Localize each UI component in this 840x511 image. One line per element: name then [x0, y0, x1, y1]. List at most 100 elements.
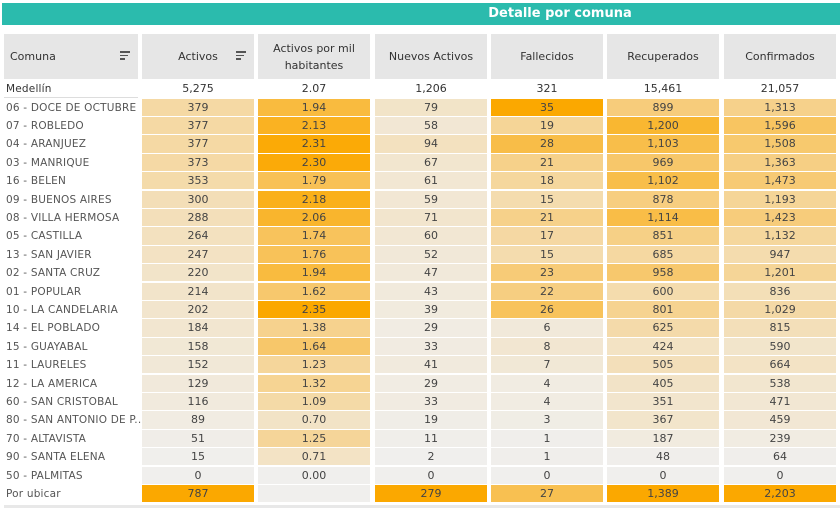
table-row[interactable]: 03 - MANRIQUE 373 2.30 67 21 969 1,363 — [0, 153, 840, 172]
heat-cell: 52 — [375, 245, 487, 264]
table-row[interactable]: 12 - LA AMERICA 129 1.32 29 4 405 538 — [0, 374, 840, 393]
heat-cell: 300 — [142, 190, 254, 208]
column-header-label: Activos por mil habitantes — [273, 41, 355, 72]
heat-cell: 351 — [607, 392, 719, 411]
table-row[interactable]: 13 - SAN JAVIER 247 1.76 52 15 685 947 — [0, 245, 840, 264]
table-row[interactable]: 07 - ROBLEDO 377 2.13 58 19 1,200 1,596 — [0, 116, 840, 135]
table-row[interactable]: 09 - BUENOS AIRES 300 2.18 59 15 878 1,193 — [0, 190, 840, 209]
heat-cell: 116 — [142, 392, 254, 411]
heat-cell: 220 — [142, 264, 254, 282]
table-row[interactable]: 15 - GUAYABAL 158 1.64 33 8 424 590 — [0, 337, 840, 356]
scrollbar[interactable] — [4, 505, 840, 508]
total-cell: 15,461 — [643, 82, 683, 95]
sort-icon[interactable] — [120, 51, 130, 61]
heat-cell: 35 — [491, 98, 603, 116]
heat-cell: 60 — [375, 227, 487, 245]
heat-cell: 15 — [491, 245, 603, 264]
heat-cell: 19 — [375, 411, 487, 429]
heat-cell: 538 — [724, 374, 836, 392]
heat-cell: 4 — [491, 392, 603, 411]
heat-cell: 1 — [491, 448, 603, 466]
heat-cell: 89 — [142, 411, 254, 429]
heat-cell: 2.30 — [258, 153, 370, 172]
heat-cell: 685 — [607, 245, 719, 264]
table-row[interactable]: 10 - LA CANDELARIA 202 2.35 39 26 801 1,029 — [0, 300, 840, 319]
table-row[interactable]: 02 - SANTA CRUZ 220 1.94 47 23 958 1,201 — [0, 264, 840, 282]
column-header-confirmados[interactable]: Confirmados — [724, 34, 836, 79]
table-row[interactable]: 50 - PALMITAS 0 0.00 0 0 0 0 — [0, 466, 840, 485]
heat-cell: 18 — [491, 172, 603, 190]
heat-cell: 1,596 — [724, 116, 836, 135]
heat-cell: 367 — [607, 411, 719, 429]
row-name: 01 - POPULAR — [6, 285, 82, 298]
table-row[interactable]: 11 - LAURELES 152 1.23 41 7 505 664 — [0, 356, 840, 374]
total-cell: 321 — [536, 82, 558, 95]
sort-icon[interactable] — [236, 51, 246, 61]
heat-cell: 288 — [142, 208, 254, 227]
table-row[interactable]: Por ubicar 787 279 27 1,389 2,203 — [0, 484, 840, 503]
table-row[interactable]: 16 - BELEN 353 1.79 61 18 1,102 1,473 — [0, 172, 840, 190]
table-row[interactable]: 05 - CASTILLA 264 1.74 60 17 851 1,132 — [0, 227, 840, 245]
table-row[interactable]: 90 - SANTA ELENA 15 0.71 2 1 48 64 — [0, 448, 840, 466]
table-row[interactable]: 01 - POPULAR 214 1.62 43 22 600 836 — [0, 282, 840, 301]
heat-cell: 1.94 — [258, 98, 370, 116]
heat-cell: 1,363 — [724, 153, 836, 172]
column-header-activos-por-mil-habitantes[interactable]: Activos por mil habitantes — [258, 34, 370, 79]
column-header-label: Confirmados — [745, 50, 815, 63]
row-name: 08 - VILLA HERMOSA — [6, 211, 120, 224]
row-name: 04 - ARANJUEZ — [6, 138, 87, 151]
heat-cell: 51 — [142, 429, 254, 448]
table-row[interactable]: 70 - ALTAVISTA 51 1.25 11 1 187 239 — [0, 429, 840, 448]
heat-cell: 33 — [375, 392, 487, 411]
column-header-activos[interactable]: Activos — [142, 34, 254, 79]
heat-cell: 958 — [607, 264, 719, 282]
heat-cell: 377 — [142, 135, 254, 153]
heat-cell: 1.62 — [258, 282, 370, 300]
column-header-comuna[interactable]: Comuna — [4, 34, 138, 79]
heat-cell: 58 — [375, 116, 487, 135]
heat-cell: 947 — [724, 245, 836, 264]
table-row[interactable]: 80 - SAN ANTONIO DE P.. 89 0.70 19 3 367 459 — [0, 411, 840, 429]
row-name: Medellín — [6, 83, 52, 95]
column-header-nuevos-activos[interactable]: Nuevos Activos — [375, 34, 487, 79]
heat-cell: 29 — [375, 319, 487, 337]
heat-cell: 71 — [375, 208, 487, 227]
column-header-recuperados[interactable]: Recuperados — [607, 34, 719, 79]
table-row[interactable]: 08 - VILLA HERMOSA 288 2.06 71 21 1,114 1,423 — [0, 208, 840, 227]
column-header-fallecidos[interactable]: Fallecidos — [491, 34, 603, 79]
column-header-label: Nuevos Activos — [388, 50, 474, 63]
heat-cell: 67 — [375, 153, 487, 172]
heat-cell: 1,029 — [724, 300, 836, 319]
heat-cell: 187 — [607, 429, 719, 448]
heat-cell: 8 — [491, 337, 603, 356]
heat-cell: 3 — [491, 411, 603, 429]
heat-cell: 1.23 — [258, 356, 370, 374]
heat-cell: 1 — [491, 429, 603, 448]
table-row[interactable]: 14 - EL POBLADO 184 1.38 29 6 625 815 — [0, 319, 840, 337]
heat-cell: 64 — [724, 448, 836, 466]
heat-cell: 2.13 — [258, 116, 370, 135]
heat-cell: 23 — [491, 264, 603, 282]
heat-cell: 801 — [607, 300, 719, 319]
heat-cell: 1.94 — [258, 264, 370, 282]
heat-cell: 0 — [724, 466, 836, 484]
row-name: 15 - GUAYABAL — [6, 340, 88, 353]
table-row[interactable]: 06 - DOCE DE OCTUBRE 379 1.94 79 35 899 1,313 — [0, 98, 840, 117]
heat-cell: 590 — [724, 337, 836, 356]
heat-cell: 247 — [142, 245, 254, 264]
heat-cell: 405 — [607, 374, 719, 392]
heat-cell: 353 — [142, 172, 254, 190]
heat-cell: 279 — [375, 484, 487, 503]
heat-cell: 264 — [142, 227, 254, 245]
total-cell: 21,057 — [760, 82, 800, 95]
heat-cell: 0 — [142, 466, 254, 484]
heat-cell: 2,203 — [724, 484, 836, 503]
table-row[interactable]: 04 - ARANJUEZ 377 2.31 94 28 1,103 1,508 — [0, 135, 840, 153]
table-row[interactable]: 60 - SAN CRISTOBAL 116 1.09 33 4 351 471 — [0, 392, 840, 411]
heat-cell: 2.35 — [258, 300, 370, 319]
heat-cell: 6 — [491, 319, 603, 337]
heat-cell: 899 — [607, 98, 719, 116]
heat-cell: 1,103 — [607, 135, 719, 153]
heat-cell: 1,508 — [724, 135, 836, 153]
heat-cell: 1,193 — [724, 190, 836, 208]
